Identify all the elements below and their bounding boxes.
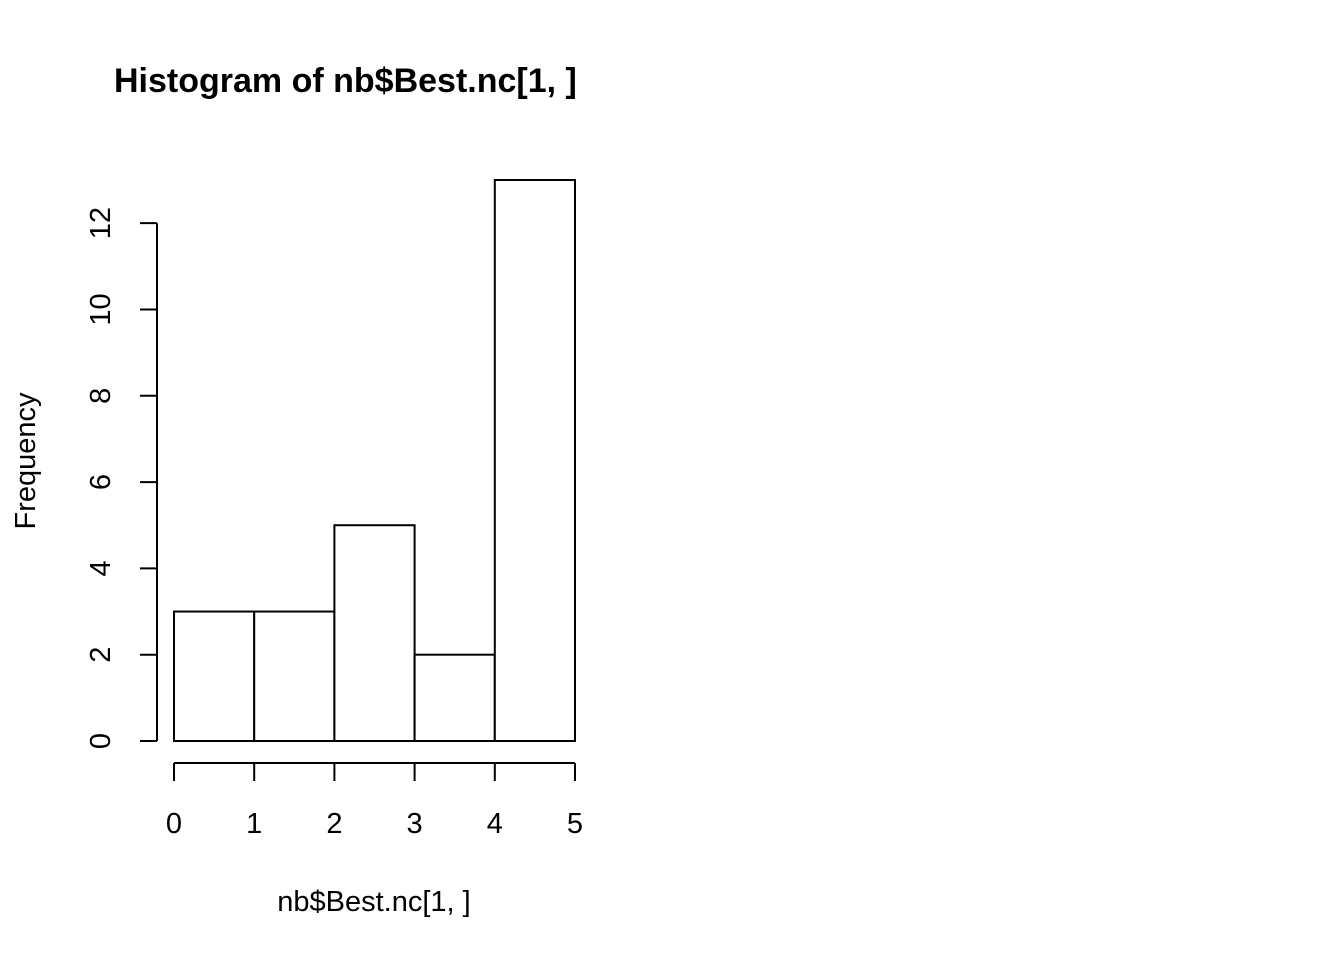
histogram-bar-2 [333,524,416,742]
histogram-bar-1 [253,610,336,742]
histogram-bar-3 [413,653,496,743]
x-axis: 0 1 2 3 4 5 [166,762,583,840]
y-tick-label: 6 [85,474,117,490]
x-tick-label: 1 [246,808,262,840]
x-tick-label: 4 [487,808,503,840]
y-axis: 0 2 4 6 8 10 12 [85,207,158,749]
bars-group [173,179,576,743]
y-tick-label: 10 [85,293,117,325]
y-tick-label: 0 [85,733,117,749]
y-tick-label: 8 [85,388,117,404]
y-tick-label: 2 [85,647,117,663]
x-tick-label: 3 [407,808,423,840]
chart-title: Histogram of nb$Best.nc[1, ] [114,62,577,100]
x-tick-label: 0 [166,808,182,840]
x-axis-title: nb$Best.nc[1, ] [277,886,470,918]
histogram-bar-4 [493,179,576,742]
histogram-bar-0 [173,610,256,742]
x-tick-label: 2 [326,808,342,840]
y-axis-title: Frequency [10,392,42,530]
y-tick-label: 4 [85,560,117,576]
y-tick-label: 12 [85,207,117,239]
x-tick-label: 5 [567,808,583,840]
